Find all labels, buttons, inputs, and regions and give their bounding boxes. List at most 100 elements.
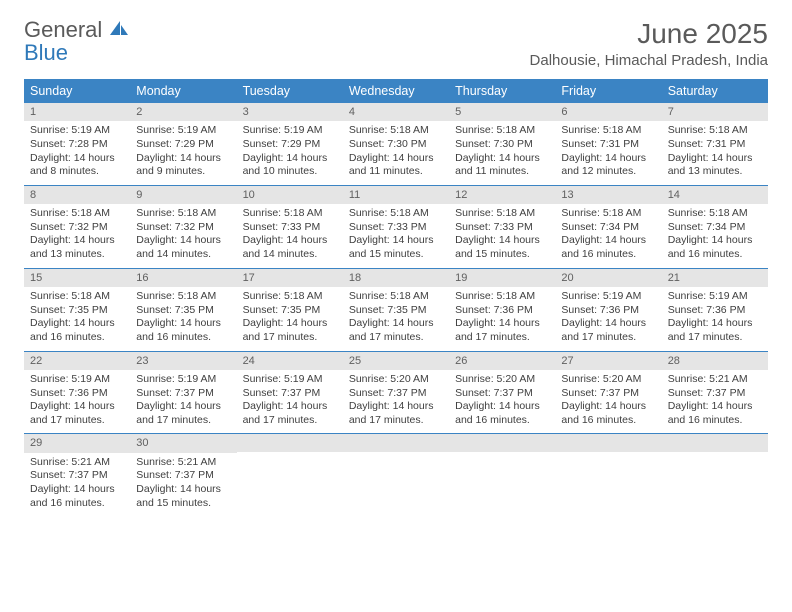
sunrise-text: Sunrise: 5:21 AM bbox=[136, 456, 230, 470]
daylight-text: and 15 minutes. bbox=[349, 248, 443, 262]
sunrise-text: Sunrise: 5:18 AM bbox=[30, 207, 124, 221]
daylight-text: Daylight: 14 hours bbox=[243, 152, 337, 166]
brand-logo: General Blue bbox=[24, 18, 130, 64]
daylight-text: Daylight: 14 hours bbox=[561, 400, 655, 414]
day-number: 10 bbox=[237, 186, 343, 204]
daylight-text: Daylight: 14 hours bbox=[30, 234, 124, 248]
day-details: Sunrise: 5:18 AMSunset: 7:34 PMDaylight:… bbox=[662, 204, 768, 268]
sunset-text: Sunset: 7:35 PM bbox=[30, 304, 124, 318]
weekday-header: Monday bbox=[130, 79, 236, 103]
daylight-text: Daylight: 14 hours bbox=[668, 317, 762, 331]
daylight-text: and 16 minutes. bbox=[561, 414, 655, 428]
month-title: June 2025 bbox=[530, 18, 768, 50]
day-details: Sunrise: 5:19 AMSunset: 7:29 PMDaylight:… bbox=[237, 121, 343, 185]
daylight-text: Daylight: 14 hours bbox=[30, 400, 124, 414]
day-cell: 4Sunrise: 5:18 AMSunset: 7:30 PMDaylight… bbox=[343, 103, 449, 185]
daylight-text: Daylight: 14 hours bbox=[243, 234, 337, 248]
day-details: Sunrise: 5:20 AMSunset: 7:37 PMDaylight:… bbox=[343, 370, 449, 434]
sunrise-text: Sunrise: 5:19 AM bbox=[30, 373, 124, 387]
day-cell: 18Sunrise: 5:18 AMSunset: 7:35 PMDayligh… bbox=[343, 269, 449, 351]
sunrise-text: Sunrise: 5:19 AM bbox=[136, 373, 230, 387]
day-cell: 20Sunrise: 5:19 AMSunset: 7:36 PMDayligh… bbox=[555, 269, 661, 351]
day-cell: 9Sunrise: 5:18 AMSunset: 7:32 PMDaylight… bbox=[130, 186, 236, 268]
sunrise-text: Sunrise: 5:18 AM bbox=[455, 124, 549, 138]
day-details: Sunrise: 5:18 AMSunset: 7:34 PMDaylight:… bbox=[555, 204, 661, 268]
day-number: 5 bbox=[449, 103, 555, 121]
calendar: Sunday Monday Tuesday Wednesday Thursday… bbox=[24, 79, 768, 516]
sail-icon bbox=[108, 19, 130, 37]
daylight-text: Daylight: 14 hours bbox=[243, 400, 337, 414]
day-number: 29 bbox=[24, 434, 130, 452]
weekday-header: Sunday bbox=[24, 79, 130, 103]
day-number: 7 bbox=[662, 103, 768, 121]
sunrise-text: Sunrise: 5:18 AM bbox=[668, 207, 762, 221]
day-details: Sunrise: 5:18 AMSunset: 7:35 PMDaylight:… bbox=[130, 287, 236, 351]
daylight-text: Daylight: 14 hours bbox=[349, 317, 443, 331]
day-cell: 30 Sunrise: 5:21 AMSunset: 7:37 PMDayligh… bbox=[130, 434, 236, 516]
sunrise-text: Sunrise: 5:18 AM bbox=[136, 290, 230, 304]
daylight-text: Daylight: 14 hours bbox=[349, 400, 443, 414]
day-details: Sunrise: 5:21 AMSunset: 7:37 PMDaylight:… bbox=[24, 453, 130, 517]
daylight-text: and 13 minutes. bbox=[668, 165, 762, 179]
day-details: Sunrise: 5:18 AMSunset: 7:33 PMDaylight:… bbox=[449, 204, 555, 268]
day-cell: 5Sunrise: 5:18 AMSunset: 7:30 PMDaylight… bbox=[449, 103, 555, 185]
day-number bbox=[343, 434, 449, 452]
sunset-text: Sunset: 7:29 PM bbox=[136, 138, 230, 152]
daylight-text: and 12 minutes. bbox=[561, 165, 655, 179]
day-number: 15 bbox=[24, 269, 130, 287]
sunset-text: Sunset: 7:32 PM bbox=[30, 221, 124, 235]
day-number bbox=[662, 434, 768, 452]
daylight-text: Daylight: 14 hours bbox=[455, 400, 549, 414]
daylight-text: Daylight: 14 hours bbox=[349, 152, 443, 166]
day-cell: 8Sunrise: 5:18 AMSunset: 7:32 PMDaylight… bbox=[24, 186, 130, 268]
sunset-text: Sunset: 7:30 PM bbox=[349, 138, 443, 152]
sunset-text: Sunset: 7:37 PM bbox=[561, 387, 655, 401]
day-number: 30 bbox=[130, 434, 236, 452]
daylight-text: Daylight: 14 hours bbox=[136, 317, 230, 331]
daylight-text: Daylight: 14 hours bbox=[136, 152, 230, 166]
day-cell: 2Sunrise: 5:19 AMSunset: 7:29 PMDaylight… bbox=[130, 103, 236, 185]
week-row: 8Sunrise: 5:18 AMSunset: 7:32 PMDaylight… bbox=[24, 186, 768, 269]
sunrise-text: Sunrise: 5:18 AM bbox=[561, 207, 655, 221]
daylight-text: and 17 minutes. bbox=[349, 331, 443, 345]
daylight-text: and 15 minutes. bbox=[136, 497, 230, 511]
day-number: 24 bbox=[237, 352, 343, 370]
sunset-text: Sunset: 7:30 PM bbox=[455, 138, 549, 152]
sunset-text: Sunset: 7:32 PM bbox=[136, 221, 230, 235]
weekday-header-row: Sunday Monday Tuesday Wednesday Thursday… bbox=[24, 79, 768, 103]
daylight-text: and 17 minutes. bbox=[243, 331, 337, 345]
day-cell bbox=[662, 434, 768, 516]
sunset-text: Sunset: 7:37 PM bbox=[136, 469, 230, 483]
daylight-text: Daylight: 14 hours bbox=[136, 234, 230, 248]
sunset-text: Sunset: 7:36 PM bbox=[668, 304, 762, 318]
sunset-text: Sunset: 7:31 PM bbox=[668, 138, 762, 152]
day-number: 12 bbox=[449, 186, 555, 204]
daylight-text: and 14 minutes. bbox=[243, 248, 337, 262]
day-cell: 12Sunrise: 5:18 AMSunset: 7:33 PMDayligh… bbox=[449, 186, 555, 268]
day-number: 14 bbox=[662, 186, 768, 204]
day-details: Sunrise: 5:18 AMSunset: 7:30 PMDaylight:… bbox=[343, 121, 449, 185]
day-details: Sunrise: 5:18 AMSunset: 7:35 PMDaylight:… bbox=[237, 287, 343, 351]
daylight-text: Daylight: 14 hours bbox=[455, 152, 549, 166]
day-details: Sunrise: 5:20 AMSunset: 7:37 PMDaylight:… bbox=[555, 370, 661, 434]
day-details: Sunrise: 5:18 AMSunset: 7:35 PMDaylight:… bbox=[24, 287, 130, 351]
day-details: Sunrise: 5:21 AMSunset: 7:37 PMDaylight:… bbox=[662, 370, 768, 434]
daylight-text: and 17 minutes. bbox=[455, 331, 549, 345]
day-number: 23 bbox=[130, 352, 236, 370]
daylight-text: and 17 minutes. bbox=[243, 414, 337, 428]
sunrise-text: Sunrise: 5:20 AM bbox=[561, 373, 655, 387]
daylight-text: and 11 minutes. bbox=[349, 165, 443, 179]
sunrise-text: Sunrise: 5:21 AM bbox=[30, 456, 124, 470]
daylight-text: Daylight: 14 hours bbox=[136, 483, 230, 497]
day-details: Sunrise: 5:18 AMSunset: 7:30 PMDaylight:… bbox=[449, 121, 555, 185]
sunset-text: Sunset: 7:37 PM bbox=[668, 387, 762, 401]
title-block: June 2025 Dalhousie, Himachal Pradesh, I… bbox=[530, 18, 768, 69]
day-details: Sunrise: 5:19 AMSunset: 7:28 PMDaylight:… bbox=[24, 121, 130, 185]
sunrise-text: Sunrise: 5:20 AM bbox=[455, 373, 549, 387]
day-cell: 24Sunrise: 5:19 AMSunset: 7:37 PMDayligh… bbox=[237, 352, 343, 434]
day-number: 27 bbox=[555, 352, 661, 370]
day-cell: 14Sunrise: 5:18 AMSunset: 7:34 PMDayligh… bbox=[662, 186, 768, 268]
sunset-text: Sunset: 7:33 PM bbox=[243, 221, 337, 235]
day-cell: 17Sunrise: 5:18 AMSunset: 7:35 PMDayligh… bbox=[237, 269, 343, 351]
day-details: Sunrise: 5:18 AMSunset: 7:33 PMDaylight:… bbox=[237, 204, 343, 268]
